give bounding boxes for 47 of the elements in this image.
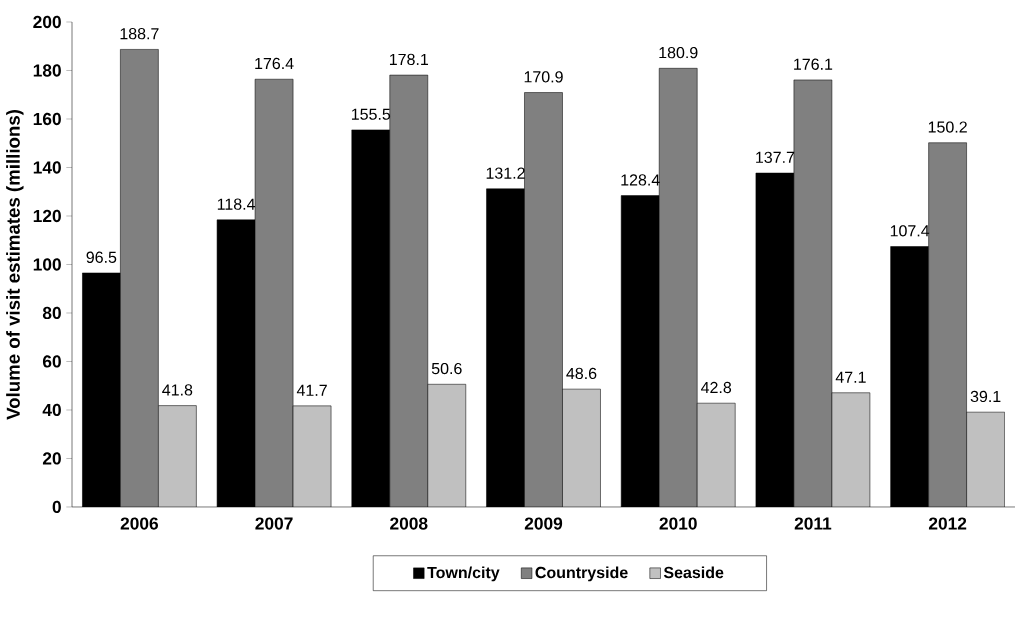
y-tick-label: 20 [42,452,61,465]
legend-label: Countryside [535,566,628,582]
data-label: 118.4 [217,198,256,210]
data-label: 48.6 [566,367,597,380]
x-tick-label: 2008 [390,517,428,530]
bar [427,384,466,507]
data-label: 47.1 [835,371,866,383]
y-tick-label: 60 [42,355,61,368]
x-tick-label: 2007 [255,517,293,530]
data-label: 170.9 [524,71,563,83]
x-tick-label: 2011 [794,517,832,530]
data-label: 176.4 [255,57,294,70]
data-label: 150.2 [928,121,967,133]
y-tick-label: 120 [33,209,61,223]
bar [697,403,736,507]
x-tick-label: 2009 [524,517,563,530]
data-label: 42.8 [701,381,732,394]
x-tick-label: 2010 [659,517,697,530]
data-label: 96.5 [86,251,117,263]
bar [158,405,197,507]
bar [831,392,870,507]
y-axis-title: Volume of visit estimates (millions) [6,110,24,420]
legend-label: Town/city [427,566,500,582]
bar [966,411,1005,507]
data-label: 137.7 [756,151,795,164]
data-label: 39.1 [970,390,1001,403]
data-label: 176.1 [794,58,833,70]
data-label: 188.7 [120,28,159,40]
data-label: 155.5 [351,108,391,120]
y-tick-label: 140 [33,161,61,174]
y-tick-label: 40 [42,403,61,417]
data-label: 41.7 [296,384,327,396]
y-tick-label: 180 [33,64,61,77]
x-tick-label: 2006 [120,517,159,530]
bar [562,389,601,507]
data-label: 180.9 [659,46,698,59]
data-label: 50.6 [431,362,462,375]
x-tick-label: 2012 [928,517,967,530]
legend-label: Seaside [663,566,724,579]
y-tick-label: 200 [33,15,61,29]
y-tick-label: 0 [52,500,61,514]
data-label: 41.8 [162,384,193,396]
y-tick-label: 160 [33,112,61,126]
bar [293,405,332,507]
y-tick-label: 100 [33,258,61,271]
y-tick-label: 80 [42,306,61,320]
data-label: 178.1 [389,53,429,66]
